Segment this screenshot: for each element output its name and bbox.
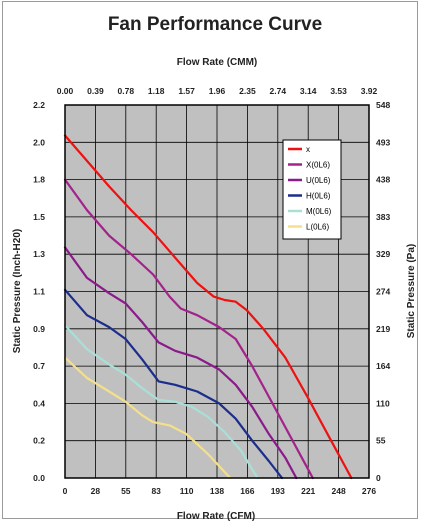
x-tick-label: 110 <box>180 486 194 496</box>
top-x-axis-title: Flow Rate (CMM) <box>177 57 258 68</box>
top-x-tick-label: 1.96 <box>209 86 226 96</box>
y-tick-label: 1.8 <box>33 175 45 185</box>
right-y-axis-title: Static Pressure (Pa) <box>406 244 417 339</box>
series-lines <box>63 134 353 480</box>
right-y-tick-label: 55 <box>376 436 386 446</box>
right-y-tick-label: 329 <box>376 249 390 259</box>
top-x-tick-label: 0.00 <box>57 86 74 96</box>
series-line <box>63 324 259 480</box>
top-x-tick-label: 3.53 <box>330 86 347 96</box>
x-tick-label: 55 <box>121 486 131 496</box>
legend-label: H(0L6) <box>306 192 331 201</box>
top-x-tick-label: 3.92 <box>361 86 378 96</box>
right-y-tick-label: 438 <box>376 175 390 185</box>
legend-label: L(0L6) <box>306 223 329 232</box>
x-tick-label: 138 <box>210 486 224 496</box>
y-tick-label: 0.7 <box>33 361 45 371</box>
right-y-tick-label: 493 <box>376 137 390 147</box>
y-tick-label: 1.3 <box>33 249 45 259</box>
y-tick-label: 1.1 <box>33 287 45 297</box>
x-tick-label: 276 <box>362 486 376 496</box>
bottom-x-axis-title: Flow Rate (CFM) <box>177 511 255 522</box>
right-y-tick-label: 548 <box>376 100 390 110</box>
left-y-axis-title: Static Pressure (Inch-H20) <box>12 229 23 354</box>
y-tick-label: 2.0 <box>33 137 45 147</box>
right-y-tick-label: 383 <box>376 212 390 222</box>
legend-label: U(0L6) <box>306 176 331 185</box>
legend-label: M(0L6) <box>306 207 332 216</box>
right-y-tick-label: 110 <box>376 398 390 408</box>
x-tick-label: 0 <box>63 486 68 496</box>
series-line <box>63 246 298 480</box>
x-tick-label: 248 <box>332 486 346 496</box>
top-x-tick-label: 1.57 <box>178 86 195 96</box>
series-line <box>63 178 314 480</box>
x-tick-label: 193 <box>271 486 285 496</box>
top-x-tick-label: 2.35 <box>239 86 256 96</box>
legend-label: x <box>306 145 310 154</box>
series-line <box>63 356 232 480</box>
top-x-tick-label: 2.74 <box>270 86 287 96</box>
x-tick-label: 83 <box>151 486 161 496</box>
right-y-tick-label: 274 <box>376 287 390 297</box>
plot-border <box>64 104 370 479</box>
legend-box <box>282 139 342 240</box>
x-tick-label: 28 <box>91 486 101 496</box>
chart-title: Fan Performance Curve <box>108 14 322 35</box>
right-y-tick-label: 164 <box>376 361 390 371</box>
legend: x X(0L6) U(0L6) H(0L6) M(0L6) L(0L6) <box>282 139 342 240</box>
right-y-tick-label: 219 <box>376 324 390 334</box>
x-tick-label: 166 <box>240 486 254 496</box>
y-tick-label: 0.9 <box>33 324 45 334</box>
top-x-tick-label: 3.14 <box>300 86 317 96</box>
y-tick-label: 0.4 <box>33 398 45 408</box>
y-tick-label: 2.2 <box>33 100 45 110</box>
top-x-tick-label: 0.39 <box>87 86 104 96</box>
y-tick-label: 0.2 <box>33 436 45 446</box>
y-tick-label: 1.5 <box>33 212 45 222</box>
series-line <box>63 288 284 480</box>
x-tick-label: 221 <box>301 486 315 496</box>
right-y-tick-label: 0 <box>376 473 381 483</box>
top-x-tick-label: 0.78 <box>118 86 135 96</box>
top-x-tick-label: 1.18 <box>148 86 165 96</box>
series-line <box>63 134 353 480</box>
legend-label: X(0L6) <box>306 161 330 170</box>
y-tick-label: 0.0 <box>33 473 45 483</box>
